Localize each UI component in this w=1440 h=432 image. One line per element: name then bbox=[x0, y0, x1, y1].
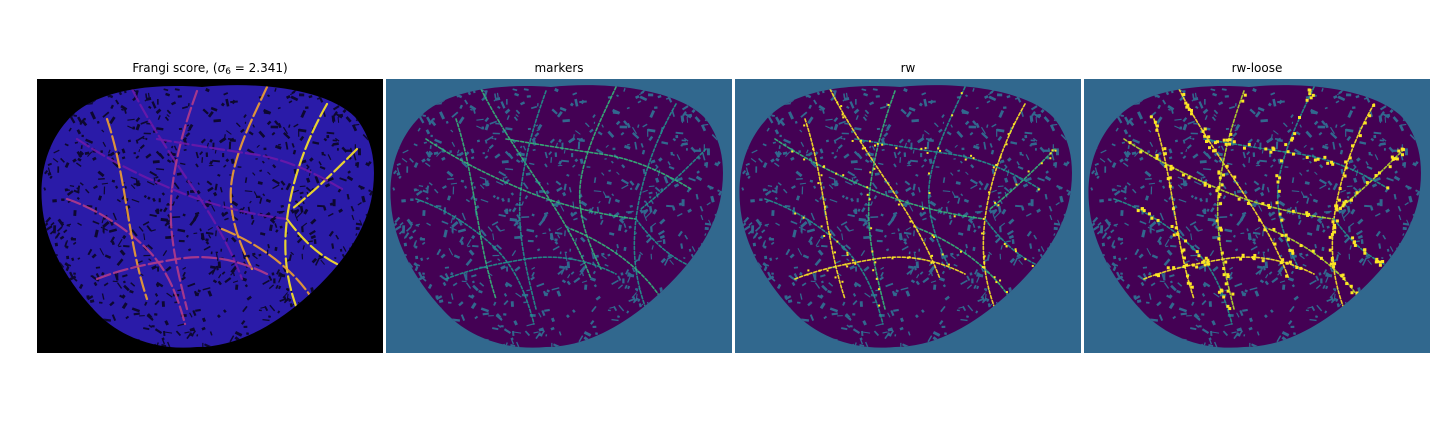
rw-loose-image bbox=[1084, 79, 1430, 353]
markers-image bbox=[386, 79, 732, 353]
sigma-symbol: σ bbox=[217, 61, 226, 75]
rw-loose-panel-title: rw-loose bbox=[1231, 61, 1283, 75]
frangi-title-text: Frangi score, ( bbox=[132, 61, 218, 75]
markers-panel-title: markers bbox=[534, 61, 584, 75]
sigma-subscript: 6 bbox=[225, 67, 231, 77]
frangi-panel-title: Frangi score, (σ6 = 2.341) bbox=[37, 60, 383, 80]
rw-canvas bbox=[735, 79, 1081, 353]
sigma-value: = 2.341) bbox=[230, 61, 288, 75]
markers-canvas bbox=[386, 79, 732, 353]
rw-loose-canvas bbox=[1084, 79, 1430, 353]
frangi-score-image bbox=[37, 79, 383, 353]
rw-panel-title: rw bbox=[900, 61, 916, 75]
rw-image bbox=[735, 79, 1081, 353]
frangi-score-canvas bbox=[37, 79, 383, 353]
